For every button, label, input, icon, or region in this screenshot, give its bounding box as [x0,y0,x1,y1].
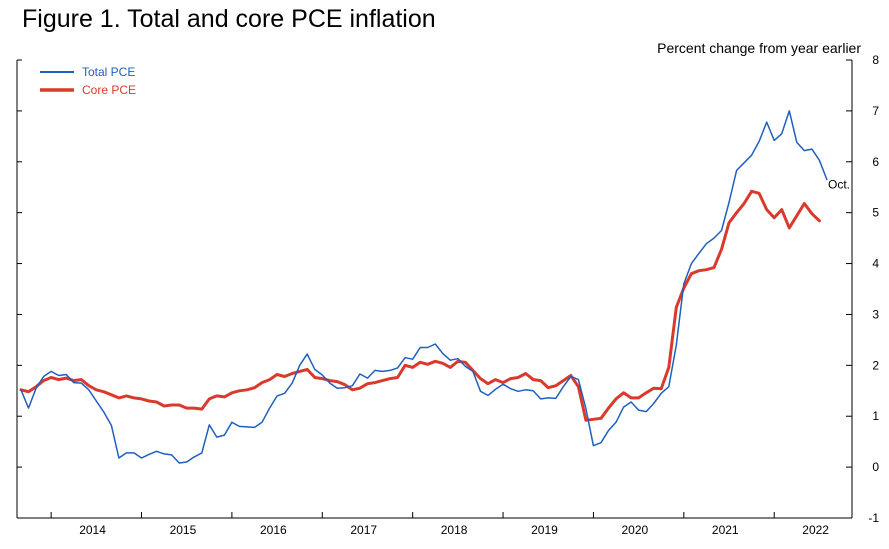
series-lines [19,110,828,464]
x-tick-label: 2019 [531,523,558,537]
y-tick-label: 0 [872,460,879,474]
plot-frame [16,60,853,519]
y-tick-label: -1 [868,511,879,525]
legend-label: Total PCE [82,65,135,79]
y-tick-label: 3 [872,307,879,321]
series-line-core-pce [19,189,821,422]
x-tick-label: 2021 [712,523,739,537]
annotation-label: Oct. [828,178,850,192]
annotations: Oct. [828,178,850,192]
y-tick-label: 1 [872,409,879,423]
x-tick-label: 2015 [170,523,197,537]
x-tick-label: 2018 [441,523,468,537]
x-tick-label: 2022 [802,523,829,537]
y-tick-label: 4 [872,257,879,271]
x-axis-ticks: 2014 2015 2016 2017 2018 2019 2020 2021 2022 [50,512,829,537]
x-tick-label: 2016 [260,523,287,537]
x-tick-label: 2020 [622,523,649,537]
y-axis-ticks: -1 0 1 2 3 4 5 6 7 8 [17,53,879,525]
chart-title: Figure 1. Total and core PCE inflation [22,5,436,33]
y-tick-label: 6 [872,155,879,169]
y-tick-label: 7 [872,104,879,118]
legend: Total PCE Core PCE [40,65,136,97]
y-axis-units-label: Percent change from year earlier [657,40,861,56]
legend-label: Core PCE [82,83,136,97]
x-tick-label: 2017 [350,523,377,537]
y-tick-label: 2 [872,358,879,372]
y-tick-label: 5 [872,206,879,220]
series-line-total-pce [20,110,828,464]
y-tick-label: 8 [872,53,879,67]
x-tick-label: 2014 [79,523,106,537]
